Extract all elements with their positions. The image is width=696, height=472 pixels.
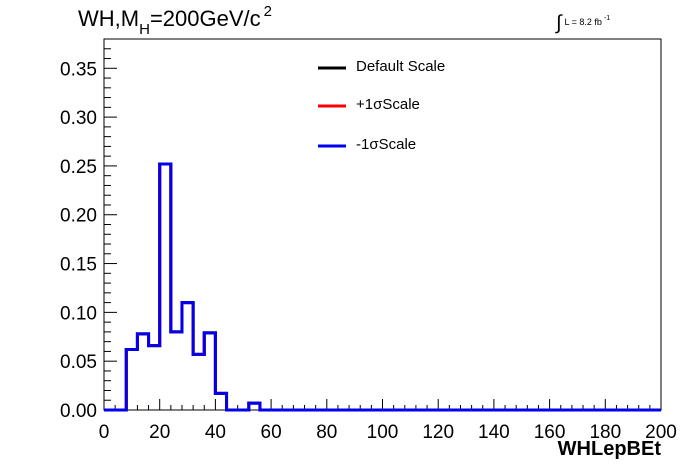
title-main: WH,M <box>78 6 140 31</box>
x-tick-label: 20 <box>149 422 170 443</box>
series-line-0 <box>104 162 661 412</box>
x-tick-label: 160 <box>534 422 566 443</box>
x-tick-label: 60 <box>261 422 282 443</box>
x-tick-label: 40 <box>205 422 226 443</box>
legend-label-0: Default Scale <box>356 58 446 75</box>
integral-symbol: ∫ <box>556 12 562 34</box>
plot-frame <box>103 38 662 411</box>
title-superscript: 2 <box>263 3 272 20</box>
x-axis-label: WHLepBEt <box>557 438 661 460</box>
plot-title: WH,MH=200GeV/c 2 <box>78 3 272 38</box>
x-tick-label: 80 <box>316 422 337 443</box>
luminosity-label: ∫ L = 8.2 fb -1 <box>556 8 611 34</box>
x-tick-label: 140 <box>478 422 510 443</box>
y-tick-label: 0.00 <box>60 401 97 422</box>
y-axis-ticks: 0.00 0.05 0.10 0.15 0.20 0.25 0.30 0.35 <box>60 38 117 422</box>
x-tick-label: 180 <box>589 422 621 443</box>
y-tick-label: 0.05 <box>60 352 97 373</box>
legend-label-2: -1σScale <box>356 136 417 153</box>
x-tick-label: 0 <box>99 422 110 443</box>
y-tick-label: 0.25 <box>60 157 97 178</box>
y-tick-label: 0.30 <box>60 108 97 129</box>
luminosity-superscript: -1 <box>603 15 611 22</box>
series-line-1 <box>104 162 661 412</box>
x-tick-label: 100 <box>367 422 399 443</box>
legend-label-1: +1σScale <box>356 96 420 113</box>
x-axis-ticks: 0 20 40 60 80 100 120 140 160 180 200 <box>99 399 677 443</box>
series-group <box>104 162 661 412</box>
y-tick-label: 0.15 <box>60 255 97 276</box>
luminosity-text: L = 8.2 fb <box>564 17 602 27</box>
x-tick-label: 120 <box>422 422 454 443</box>
y-tick-label: 0.20 <box>60 206 97 227</box>
y-tick-label: 0.10 <box>60 303 97 324</box>
legend <box>318 66 346 148</box>
series-line-2 <box>104 162 661 412</box>
y-tick-label: 0.35 <box>60 59 97 80</box>
title-rest: =200GeV/c <box>149 6 261 31</box>
x-tick-label: 200 <box>645 422 677 443</box>
title-subscript: H <box>139 21 150 38</box>
